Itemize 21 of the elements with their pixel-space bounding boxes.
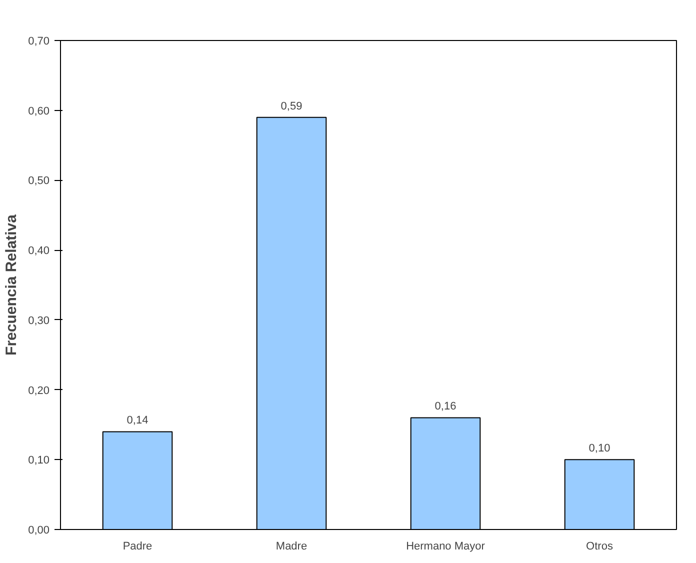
y-tick-label: 0,00 — [28, 524, 50, 536]
x-tick-label: Padre — [122, 540, 152, 552]
x-tick-label: Madre — [276, 540, 308, 552]
bar — [564, 459, 635, 530]
y-tick-label: 0,40 — [28, 245, 50, 258]
y-axis-title: Frecuencia Relativa — [3, 214, 20, 356]
y-tick-label: 0,50 — [28, 175, 50, 188]
x-tick-label: Hermano Mayor — [406, 540, 486, 552]
bar — [410, 417, 481, 530]
y-tick-label: 0,30 — [28, 314, 50, 327]
x-tick-label: Otros — [586, 540, 614, 552]
y-tick-label: 0,60 — [28, 105, 50, 118]
y-tick-label: 0,20 — [28, 384, 50, 397]
data-label: 0,10 — [588, 442, 610, 455]
data-label: 0,14 — [126, 414, 148, 427]
data-label: 0,59 — [280, 100, 302, 112]
data-label: 0,16 — [434, 400, 456, 413]
bar — [102, 431, 173, 530]
y-tick-label: 0,10 — [28, 454, 50, 467]
y-tick-label: 0,70 — [28, 36, 50, 48]
bar — [256, 116, 327, 530]
